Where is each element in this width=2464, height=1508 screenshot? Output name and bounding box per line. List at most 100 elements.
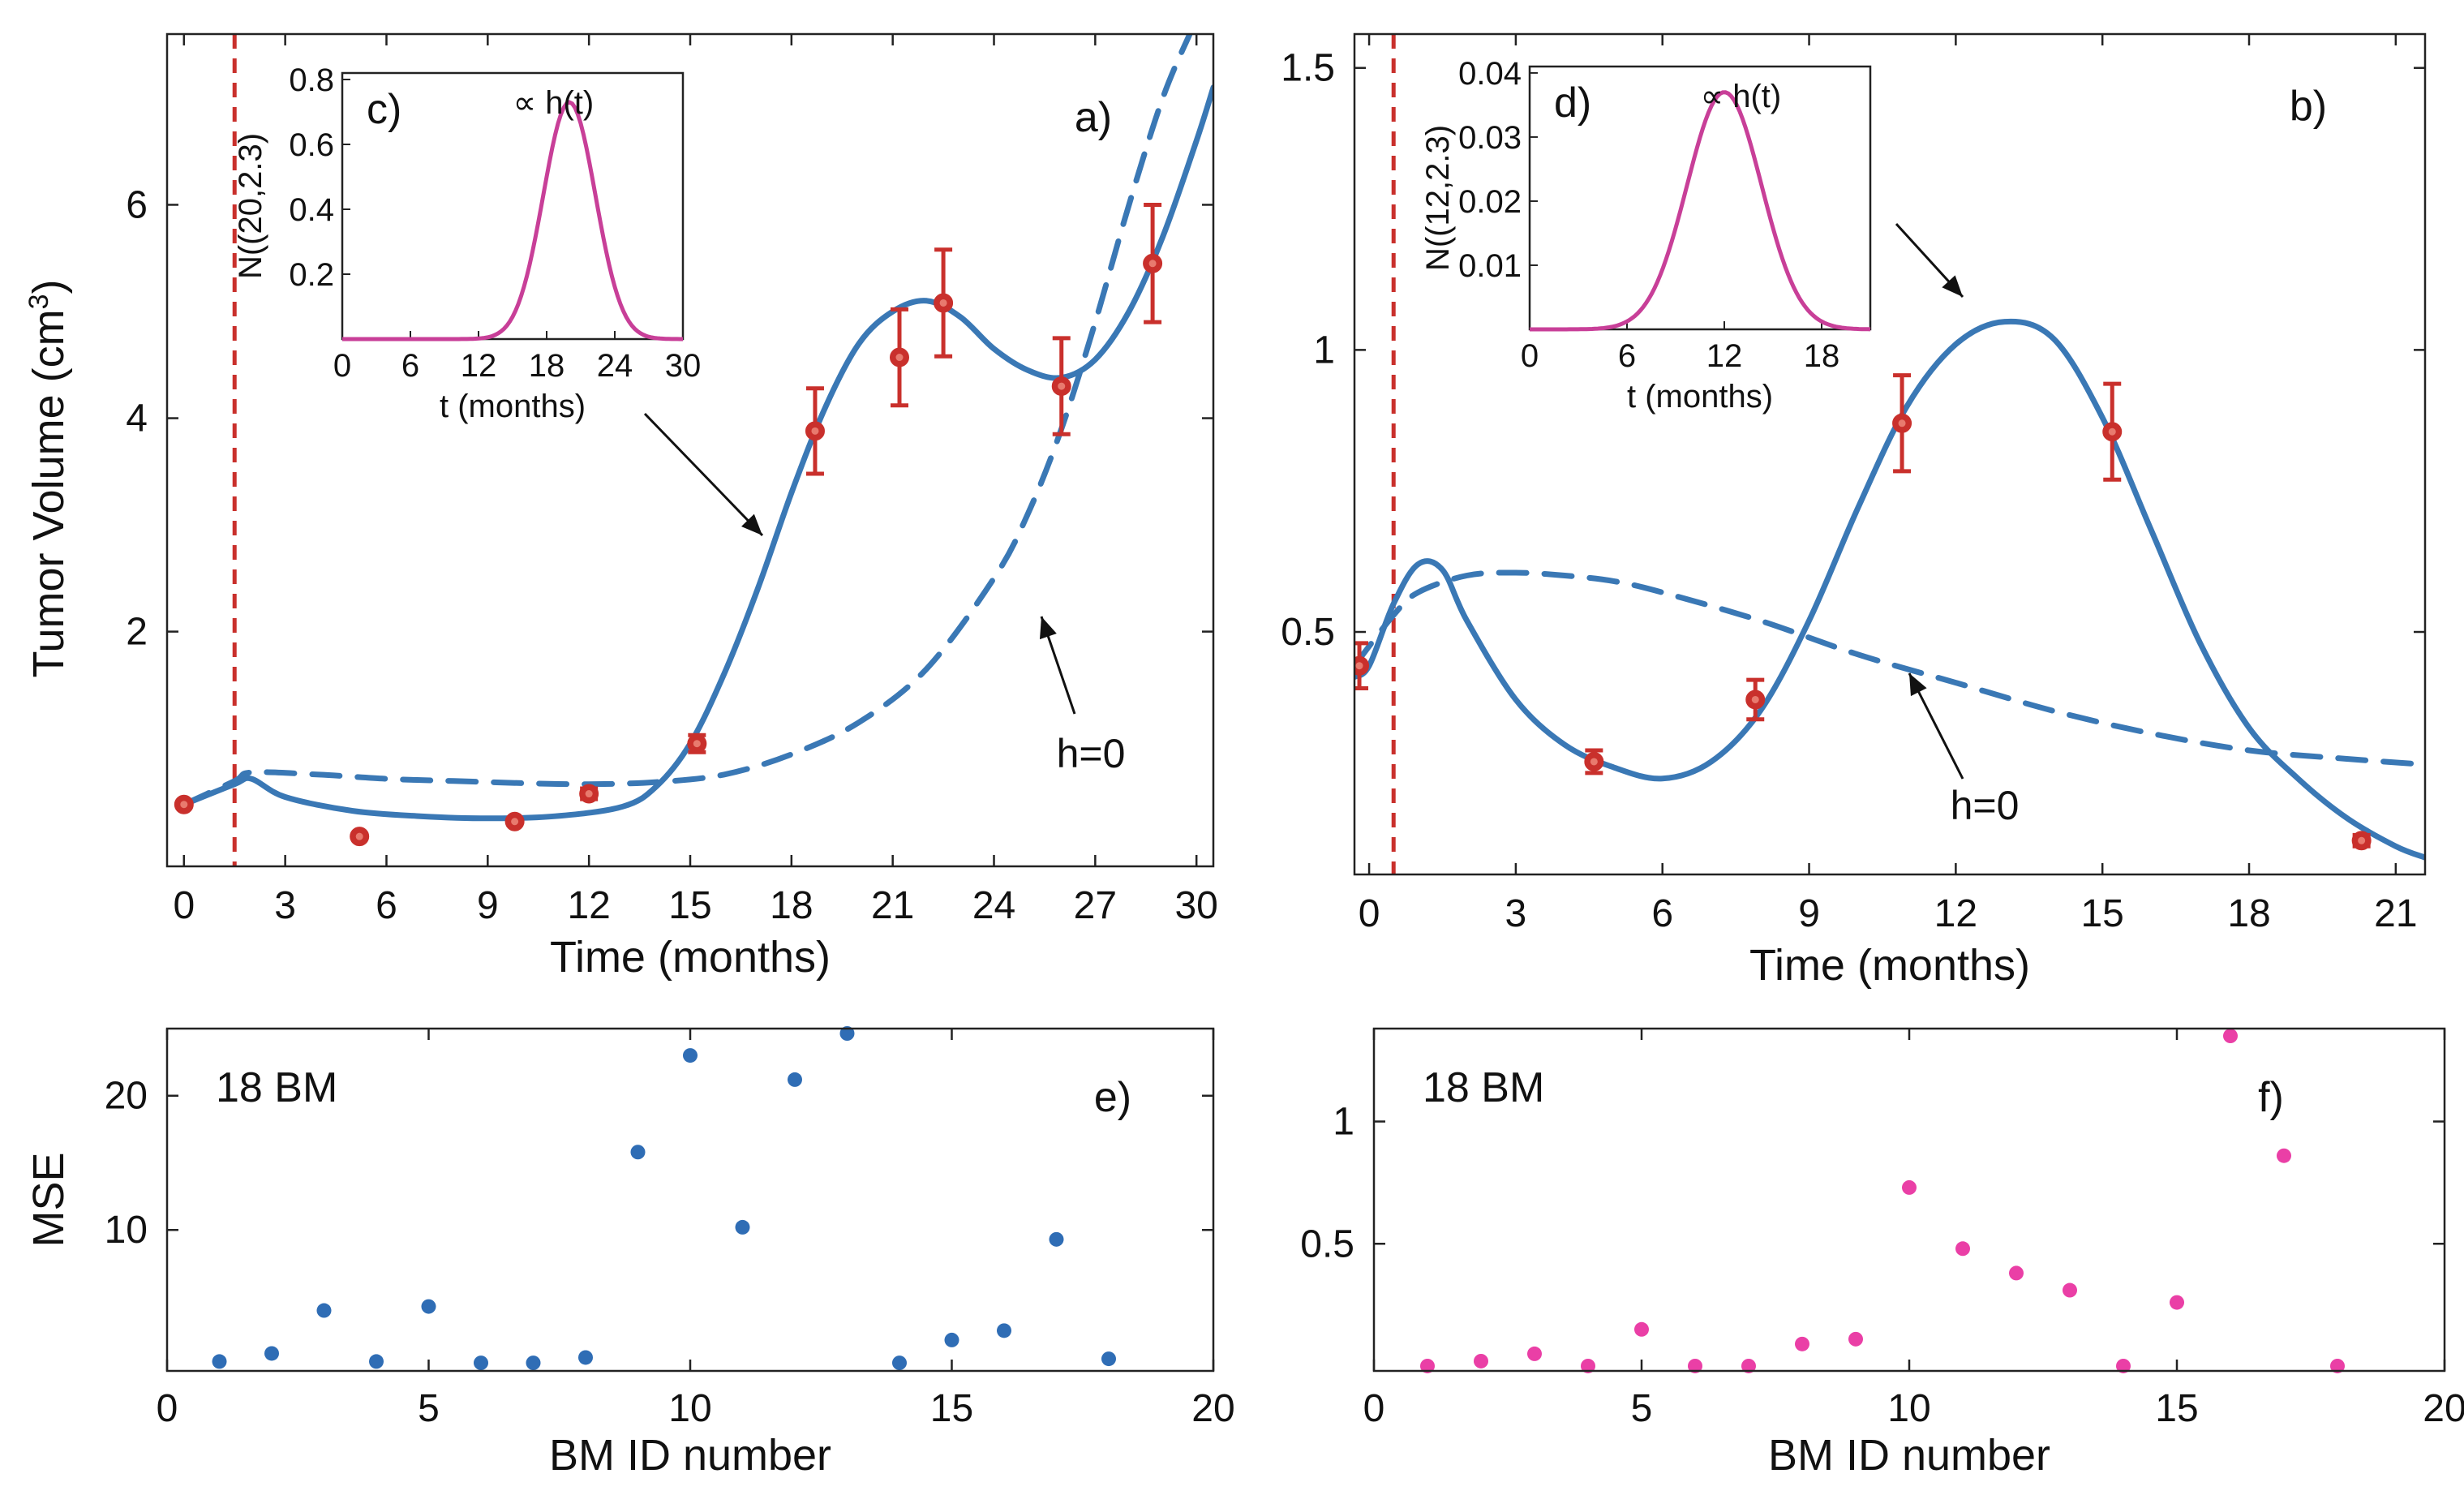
x-tick-label: 30 [1174, 884, 1217, 927]
x-tick-label: 9 [1798, 892, 1820, 935]
fit-arrow-head [741, 513, 762, 535]
inset-x-label: t (months) [440, 389, 586, 424]
inset-y-tick-label: 0.6 [289, 127, 334, 163]
y-tick-label: 2 [126, 611, 148, 654]
inset-x-tick-label: 0 [1521, 338, 1539, 374]
x-tick-label: 3 [274, 884, 296, 927]
x-tick-label: 20 [1191, 1387, 1234, 1430]
inset-x-tick-label: 6 [1618, 338, 1636, 374]
inset-x-tick-label: 12 [1706, 338, 1743, 374]
axes-frame [1353, 32, 2427, 876]
data-point-center [2108, 427, 2116, 436]
scatter-point [630, 1145, 646, 1160]
scatter-point [264, 1346, 279, 1361]
x-tick-label: 0 [1363, 1387, 1385, 1430]
x-tick-label: 18 [2227, 892, 2270, 935]
scatter-point [2009, 1265, 2024, 1281]
scatter-point [578, 1350, 593, 1365]
scatter-point [788, 1072, 802, 1087]
data-point-center [1355, 662, 1363, 670]
x-tick-label: 15 [2080, 892, 2123, 935]
x-tick-label: 20 [2423, 1387, 2464, 1430]
bm-count-label: 18 BM [216, 1064, 337, 1111]
scatter-point [2330, 1358, 2345, 1373]
scatter-point [1527, 1346, 1542, 1361]
inset-y-tick-label: 0.04 [1458, 56, 1522, 92]
scatter-point [892, 1355, 907, 1371]
x-tick-label: 9 [477, 884, 499, 927]
x-tick-label: 15 [2155, 1387, 2198, 1430]
x-tick-label: 15 [930, 1387, 973, 1430]
fit-arrow [643, 412, 764, 537]
series-model-fit [181, 84, 1213, 822]
x-tick-label: 0 [1359, 892, 1380, 935]
x-tick-label: 0 [173, 884, 195, 927]
inset-panel-label: d) [1554, 79, 1591, 127]
panel-label: e) [1094, 1074, 1131, 1121]
scatter-point [1474, 1353, 1488, 1368]
inset-x-tick-label: 6 [401, 348, 419, 384]
x-tick-label: 24 [972, 884, 1015, 927]
fit-arrow-head [1942, 275, 1963, 297]
x-tick-label: 5 [418, 1387, 440, 1430]
h0-annotation: h=0 [1057, 731, 1126, 776]
panel-f: 0 5 10 15 20 0.5 1 f) 18 BM BM ID number [1300, 1027, 2464, 1480]
panel-label: b) [2290, 83, 2327, 130]
data-point-center [1058, 382, 1066, 390]
y-tick-label: 4 [126, 397, 148, 440]
data-point-center [811, 427, 819, 435]
scatter-point [2116, 1358, 2131, 1373]
scatter-point [1634, 1321, 1649, 1337]
inset-y-label: N((12,2.3) [1420, 125, 1456, 271]
x-tick-label: 5 [1631, 1387, 1653, 1430]
data-point-center [1590, 758, 1598, 766]
inset-y-tick-label: 0.8 [289, 62, 334, 98]
inset-y-tick-label: 0.02 [1458, 184, 1522, 220]
scatter-point [944, 1332, 959, 1347]
panel-e: 0 5 10 15 20 10 20 e) 18 BM BM ID number MSE [24, 1026, 1235, 1480]
inset-formula: ∝ h(t) [513, 85, 595, 121]
scatter-point [1741, 1358, 1756, 1373]
y-tick-label: 0.5 [1281, 611, 1335, 654]
data-point-center [1751, 695, 1759, 703]
data-point-center [355, 832, 363, 840]
h0-annotation: h=0 [1951, 783, 2020, 828]
data-point-center [895, 354, 904, 362]
x-tick-label: 10 [668, 1387, 711, 1430]
y-tick-label: 0.5 [1300, 1222, 1354, 1265]
data-point-center [585, 790, 593, 798]
x-axis-label: BM ID number [549, 1431, 831, 1480]
x-tick-label: 3 [1505, 892, 1527, 935]
scatter-point [1955, 1241, 1970, 1257]
inset-x-tick-label: 12 [461, 348, 497, 384]
plot-area [1354, 34, 2425, 874]
scatter-point [2277, 1148, 2291, 1163]
panel-label: a) [1075, 94, 1112, 141]
inset-frame [341, 71, 685, 341]
inset-y-tick-label: 0.4 [289, 192, 334, 228]
h0-arrow-head [1039, 617, 1057, 640]
data-point-center [693, 740, 701, 748]
scatter-point [474, 1355, 488, 1371]
inset-x-tick-label: 30 [665, 348, 702, 384]
inset-gaussian-curve [1530, 90, 1871, 332]
inset-y-label: N((20,2.3) [233, 133, 268, 279]
inset-panel-label: c) [367, 86, 401, 133]
scatter-point [421, 1299, 436, 1314]
scatter-point [1420, 1358, 1435, 1373]
series-h0-dashed [1354, 569, 2425, 767]
inset-y-tick-label: 0.01 [1458, 248, 1522, 284]
series-h0-dashed [181, 34, 1193, 808]
x-tick-label: 6 [1651, 892, 1673, 935]
scatter-point [839, 1026, 855, 1041]
h0-arrow-head [1909, 673, 1927, 697]
x-axis-label: Time (months) [550, 933, 831, 982]
scatter-point [2063, 1282, 2077, 1298]
y-axis-label: MSE [24, 1152, 73, 1247]
x-tick-label: 21 [2374, 892, 2417, 935]
y-tick-label: 1.5 [1281, 47, 1335, 90]
series-model-fit [1354, 318, 2425, 861]
x-tick-label: 0 [157, 1387, 178, 1430]
